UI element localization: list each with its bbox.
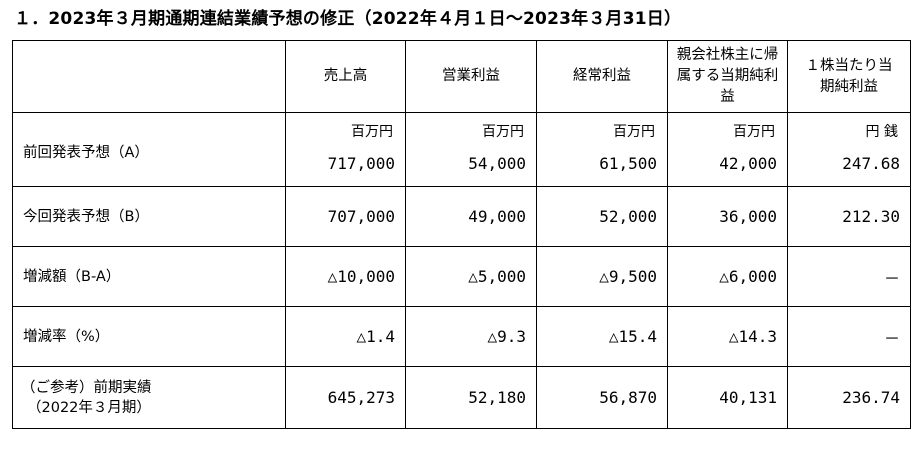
value-cell: －: [787, 246, 911, 307]
unit-cell: 円 銭: [787, 112, 911, 141]
header-ordinary-income: 経常利益: [536, 40, 668, 113]
value-cell: 42,000: [667, 140, 788, 187]
value-cell: △1.4: [285, 306, 406, 367]
table-row: 前回発表予想（A） 717,000 54,000 61,500 42,000 2…: [12, 140, 911, 187]
value-cell: △14.3: [667, 306, 788, 367]
row-label-line: （2022年３月期）: [27, 399, 151, 416]
header-eps-text: １株当たり当期純利益: [805, 57, 893, 95]
value-cell: 54,000: [405, 140, 537, 187]
value-cell: 49,000: [405, 186, 537, 247]
value-cell: 61,500: [536, 140, 668, 187]
value-cell: 56,870: [536, 366, 668, 429]
table-row: 今回発表予想（B） 707,000 49,000 52,000 36,000 2…: [12, 186, 911, 247]
header-corner-cell: [12, 40, 286, 113]
row-label: 前回発表予想（A）: [12, 140, 286, 187]
value-cell: 36,000: [667, 186, 788, 247]
value-cell: △10,000: [285, 246, 406, 307]
unit-cell: 百万円: [667, 112, 788, 141]
header-operating-income: 営業利益: [405, 40, 537, 113]
value-cell: －: [787, 306, 911, 367]
table-row: 増減率（%） △1.4 △9.3 △15.4 △14.3 －: [12, 306, 911, 367]
row-label-line: （ご参考）前期実績: [21, 379, 152, 396]
section-title: １．2023年３月期通期連結業績予想の修正（2022年４月１日～2023年３月3…: [14, 9, 682, 29]
units-label-cell: [12, 112, 286, 141]
value-cell: 52,180: [405, 366, 537, 429]
row-label: 増減額（B-A）: [12, 246, 286, 307]
value-cell: 645,273: [285, 366, 406, 429]
value-cell: 717,000: [285, 140, 406, 187]
value-cell: △5,000: [405, 246, 537, 307]
value-cell: 40,131: [667, 366, 788, 429]
header-net-income-parent-text: 親会社株主に帰属する当期純利益: [676, 47, 779, 105]
table-row: 増減額（B-A） △10,000 △5,000 △9,500 △6,000 －: [12, 246, 911, 307]
value-cell: 236.74: [787, 366, 911, 429]
table-row: （ご参考）前期実績 （2022年３月期） 645,273 52,180 56,8…: [12, 366, 911, 429]
header-eps: １株当たり当期純利益: [787, 40, 911, 113]
value-cell: 212.30: [787, 186, 911, 247]
value-cell: 247.68: [787, 140, 911, 187]
value-cell: △15.4: [536, 306, 668, 367]
value-cell: △9,500: [536, 246, 668, 307]
row-label: 今回発表予想（B）: [12, 186, 286, 247]
units-row: 百万円 百万円 百万円 百万円 円 銭: [12, 112, 911, 141]
value-cell: 52,000: [536, 186, 668, 247]
header-net-income-parent: 親会社株主に帰属する当期純利益: [667, 40, 788, 113]
value-cell: △6,000: [667, 246, 788, 307]
unit-cell: 百万円: [536, 112, 668, 141]
forecast-revision-table: 売上高 営業利益 経常利益 親会社株主に帰属する当期純利益 １株当たり当期純利益…: [12, 40, 911, 429]
row-label: （ご参考）前期実績 （2022年３月期）: [12, 366, 286, 429]
unit-cell: 百万円: [405, 112, 537, 141]
header-net-sales: 売上高: [285, 40, 406, 113]
unit-cell: 百万円: [285, 112, 406, 141]
header-row: 売上高 営業利益 経常利益 親会社株主に帰属する当期純利益 １株当たり当期純利益: [12, 40, 911, 113]
value-cell: △9.3: [405, 306, 537, 367]
row-label: 増減率（%）: [12, 306, 286, 367]
value-cell: 707,000: [285, 186, 406, 247]
